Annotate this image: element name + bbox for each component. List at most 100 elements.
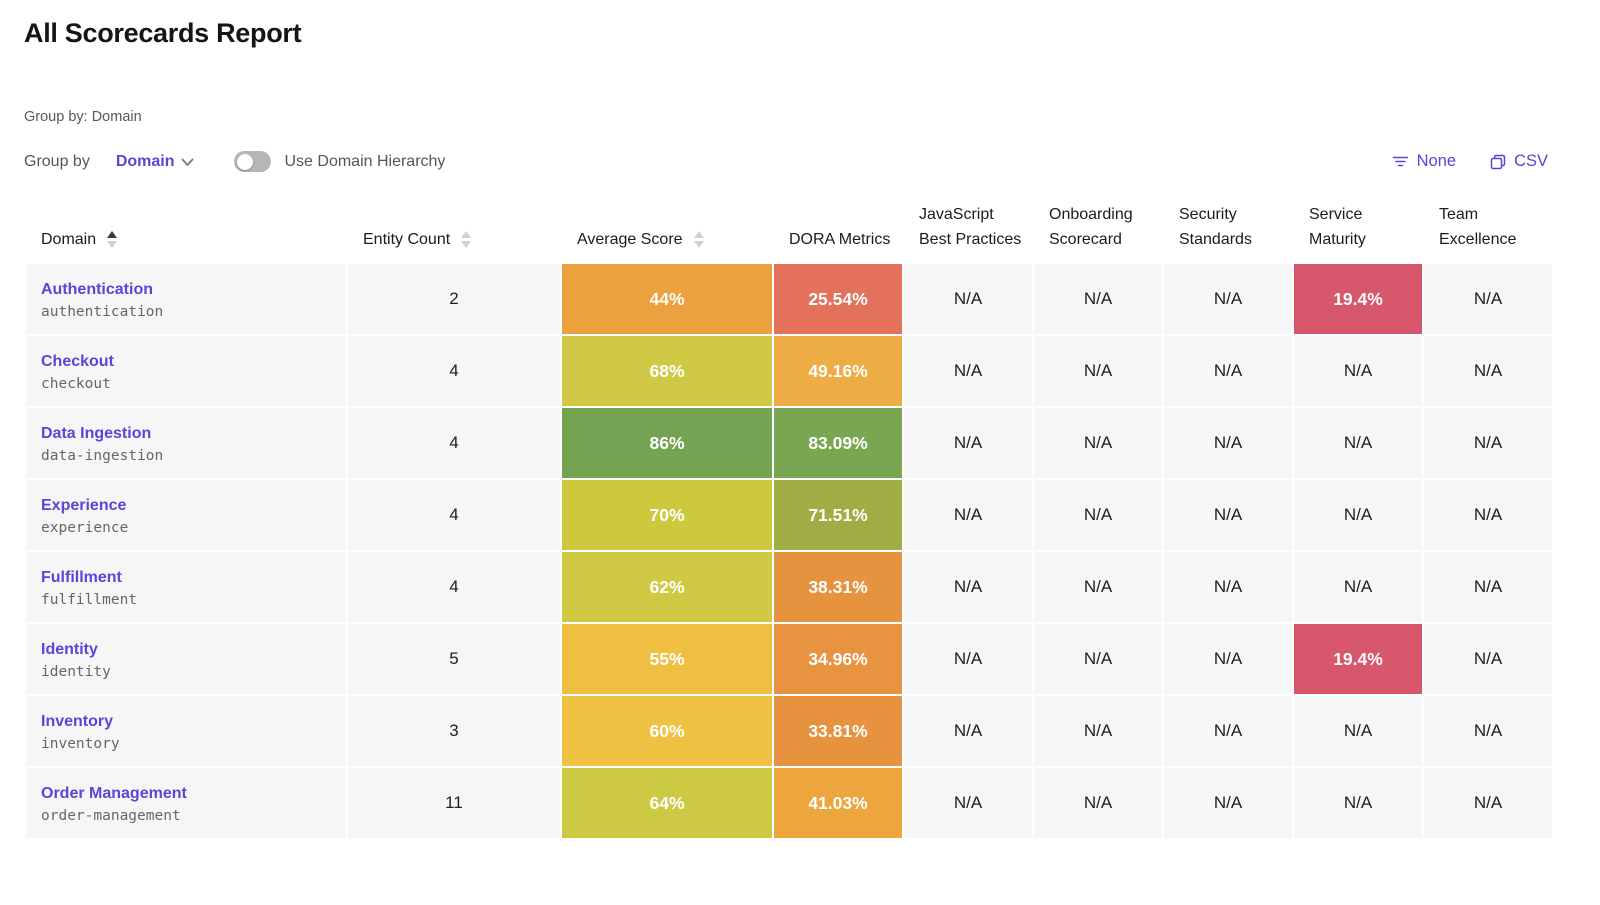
security-cell: N/A <box>1164 264 1292 334</box>
scorecards-table-wrap: Domain Entity Count Average Score DORA Metr… <box>24 182 1552 840</box>
js_best_practices-cell: N/A <box>904 768 1032 838</box>
security-cell: N/A <box>1164 696 1292 766</box>
onboarding-cell: N/A <box>1034 408 1162 478</box>
column-header-label: Onboarding Scorecard <box>1049 206 1133 248</box>
sort-arrows-icon <box>693 231 704 248</box>
service_maturity-score-cell[interactable]: 19.4% <box>1294 624 1422 694</box>
entity_count-cell: 4 <box>348 480 560 550</box>
onboarding-cell: N/A <box>1034 768 1162 838</box>
domain-hierarchy-toggle-label: Use Domain Hierarchy <box>284 152 446 170</box>
column-header-label: Security Standards <box>1179 206 1252 248</box>
entity_count-cell: 4 <box>348 552 560 622</box>
average_score-score-cell[interactable]: 60% <box>562 696 772 766</box>
entity_count-cell: 11 <box>348 768 560 838</box>
average_score-score-cell[interactable]: 86% <box>562 408 772 478</box>
js_best_practices-cell: N/A <box>904 336 1032 406</box>
sort-desc-icon <box>461 241 472 248</box>
average_score-score-cell[interactable]: 44% <box>562 264 772 334</box>
dora-score-cell[interactable]: 38.31% <box>774 552 902 622</box>
entity_count-cell: 4 <box>348 336 560 406</box>
export-csv-button[interactable]: CSV <box>1490 152 1548 171</box>
domain-link[interactable]: Data Ingestion <box>41 424 152 442</box>
security-cell: N/A <box>1164 480 1292 550</box>
domain-link[interactable]: Order Management <box>41 784 187 802</box>
column-header-team_excellence: Team Excellence <box>1424 184 1552 262</box>
dora-score-cell[interactable]: 41.03% <box>774 768 902 838</box>
scorecards-report-page: All Scorecards Report Group by: Domain G… <box>24 18 1552 840</box>
export-csv-label: CSV <box>1514 152 1548 170</box>
domain-slug: data-ingestion <box>41 447 164 464</box>
sort-arrows-icon <box>107 231 118 248</box>
domain-cell: Order Management order-management <box>26 768 346 838</box>
scorecards-table: Domain Entity Count Average Score DORA Metr… <box>24 182 1552 840</box>
onboarding-cell: N/A <box>1034 336 1162 406</box>
sort-arrows-icon <box>461 231 472 248</box>
column-header-label: Service Maturity <box>1309 206 1366 248</box>
js_best_practices-cell: N/A <box>904 624 1032 694</box>
domain-link[interactable]: Inventory <box>41 712 114 730</box>
table-row: Experience experience 4 70% 71.51% N/A N/A N/A N… <box>26 480 1552 550</box>
dora-score-cell[interactable]: 49.16% <box>774 336 902 406</box>
service_maturity-cell: N/A <box>1294 768 1422 838</box>
average_score-score-cell[interactable]: 64% <box>562 768 772 838</box>
domain-link[interactable]: Identity <box>41 640 98 658</box>
domain-cell: Fulfillment fulfillment <box>26 552 346 622</box>
average_score-score-cell[interactable]: 55% <box>562 624 772 694</box>
table-row: Inventory inventory 3 60% 33.81% N/A N/A N/A N/A… <box>26 696 1552 766</box>
team_excellence-cell: N/A <box>1424 696 1552 766</box>
toggle-knob <box>236 153 253 170</box>
domain-cell: Identity identity <box>26 624 346 694</box>
service_maturity-cell: N/A <box>1294 336 1422 406</box>
security-cell: N/A <box>1164 336 1292 406</box>
domain-slug: checkout <box>41 375 111 392</box>
column-header-domain[interactable]: Domain <box>26 184 346 262</box>
dora-score-cell[interactable]: 25.54% <box>774 264 902 334</box>
dora-score-cell[interactable]: 33.81% <box>774 696 902 766</box>
copy-icon <box>1490 154 1506 169</box>
domain-cell: Data Ingestion data-ingestion <box>26 408 346 478</box>
domain-link[interactable]: Fulfillment <box>41 568 122 586</box>
security-cell: N/A <box>1164 768 1292 838</box>
average_score-score-cell[interactable]: 68% <box>562 336 772 406</box>
domain-link[interactable]: Experience <box>41 496 127 514</box>
domain-slug: inventory <box>41 735 120 752</box>
column-header-service_maturity: Service Maturity <box>1294 184 1422 262</box>
column-header-label: Domain <box>41 231 97 248</box>
team_excellence-cell: N/A <box>1424 624 1552 694</box>
domain-hierarchy-toggle[interactable] <box>234 151 272 172</box>
filter-none-label: None <box>1416 152 1457 170</box>
domain-cell: Inventory inventory <box>26 696 346 766</box>
entity_count-cell: 2 <box>348 264 560 334</box>
group-by-select[interactable]: Domain <box>116 153 195 171</box>
domain-link[interactable]: Authentication <box>41 280 153 298</box>
security-cell: N/A <box>1164 624 1292 694</box>
sort-desc-icon <box>107 241 118 248</box>
dora-score-cell[interactable]: 83.09% <box>774 408 902 478</box>
average_score-score-cell[interactable]: 70% <box>562 480 772 550</box>
entity_count-cell: 3 <box>348 696 560 766</box>
onboarding-cell: N/A <box>1034 552 1162 622</box>
column-header-label: Team Excellence <box>1439 206 1517 248</box>
onboarding-cell: N/A <box>1034 480 1162 550</box>
dora-score-cell[interactable]: 34.96% <box>774 624 902 694</box>
dora-score-cell[interactable]: 71.51% <box>774 480 902 550</box>
onboarding-cell: N/A <box>1034 264 1162 334</box>
security-cell: N/A <box>1164 408 1292 478</box>
column-header-average_score[interactable]: Average Score <box>562 184 772 262</box>
domain-link[interactable]: Checkout <box>41 352 114 370</box>
domain-slug: order-management <box>41 807 181 824</box>
column-header-dora: DORA Metrics <box>774 184 902 262</box>
domain-slug: fulfillment <box>41 591 138 608</box>
table-row: Identity identity 5 55% 34.96% N/A N/A N/A 19.4%… <box>26 624 1552 694</box>
filter-lines-icon <box>1392 156 1408 167</box>
service_maturity-score-cell[interactable]: 19.4% <box>1294 264 1422 334</box>
filter-none-button[interactable]: None <box>1392 152 1456 171</box>
column-header-entity_count[interactable]: Entity Count <box>348 184 560 262</box>
table-row: Fulfillment fulfillment 4 62% 38.31% N/A N/A N/… <box>26 552 1552 622</box>
column-header-security: Security Standards <box>1164 184 1292 262</box>
column-header-js_best_practices: JavaScript Best Practices <box>904 184 1032 262</box>
js_best_practices-cell: N/A <box>904 696 1032 766</box>
column-header-onboarding: Onboarding Scorecard <box>1034 184 1162 262</box>
average_score-score-cell[interactable]: 62% <box>562 552 772 622</box>
team_excellence-cell: N/A <box>1424 408 1552 478</box>
